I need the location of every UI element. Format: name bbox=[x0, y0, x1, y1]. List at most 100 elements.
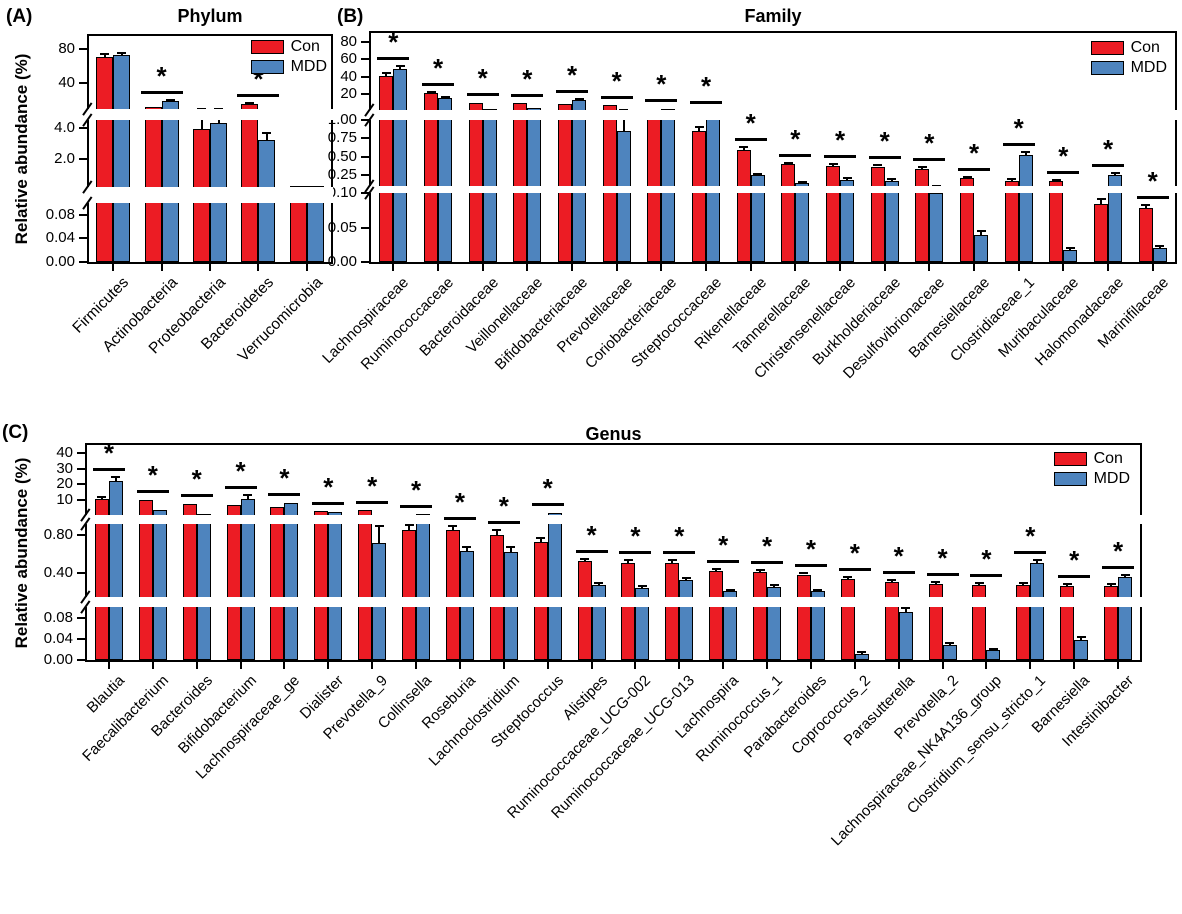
y-tick-label: 0.00 bbox=[43, 651, 73, 668]
significance-asterisk-Christensenellaceae: * bbox=[834, 124, 846, 155]
x-tick bbox=[1117, 662, 1120, 669]
significance-line-Ruminococcaceae bbox=[422, 82, 454, 86]
error-cap-mdd-Tannerellaceae bbox=[797, 181, 807, 184]
error-cap-con-Christensenellaceae bbox=[828, 162, 838, 165]
error-cap-mdd-Clostridium_sensu_stricto_1 bbox=[1032, 559, 1042, 562]
plot-border-top bbox=[87, 34, 333, 36]
error-bar-con-Marinifilaceae bbox=[1144, 204, 1147, 209]
significance-asterisk-Ruminococcaceae_UCG-013: * bbox=[674, 521, 685, 552]
bar-con-Tannerellaceae bbox=[781, 164, 796, 262]
error-cap-mdd-Roseburia bbox=[462, 546, 472, 549]
error-cap-con-Desulfovibrionaceae bbox=[917, 166, 927, 169]
axis-break-band bbox=[87, 187, 333, 203]
bar-mdd-Bacteroidaceae bbox=[482, 108, 497, 262]
bar-con-Collinsella bbox=[402, 529, 417, 660]
bar-mdd-Ruminococcaceae_UCG-013 bbox=[679, 580, 694, 660]
y-tick bbox=[79, 261, 87, 263]
error-cap-con-Intestinibacter bbox=[1106, 583, 1116, 586]
x-tick bbox=[107, 662, 110, 669]
y-tick bbox=[77, 499, 85, 502]
legend-swatch-mdd bbox=[1053, 472, 1087, 486]
significance-asterisk-Clostridiaceae_1: * bbox=[1013, 113, 1024, 144]
axis-break-band bbox=[85, 515, 1142, 524]
bar-mdd-Actinobacteria bbox=[161, 101, 179, 262]
significance-asterisk-Lachnospiraceae: * bbox=[388, 27, 399, 58]
y-tick-label: 40 bbox=[58, 74, 75, 92]
bar-mdd-Lachnospiraceae_NK4A136_group bbox=[986, 650, 1001, 660]
error-cap-con-Streptococcus bbox=[536, 536, 546, 539]
error-bar-con-Streptococcus bbox=[539, 537, 542, 542]
significance-line-Veillonellaceae bbox=[511, 93, 544, 97]
x-tick bbox=[809, 662, 812, 669]
x-tick bbox=[546, 662, 549, 669]
y-tick-label: 0.00 bbox=[327, 253, 357, 270]
bar-con-Bifidobacterium bbox=[226, 504, 241, 660]
significance-line-Tannerellaceae bbox=[779, 153, 812, 157]
x-tick bbox=[660, 264, 663, 271]
significance-asterisk-Streptococcaceae: * bbox=[700, 70, 712, 101]
error-cap-mdd-Prevotella_9 bbox=[374, 524, 384, 527]
y-tick bbox=[79, 237, 87, 240]
bar-mdd-Blautia bbox=[108, 481, 123, 660]
bar-con-Coprococcus_2 bbox=[840, 579, 855, 660]
bar-mdd-Prevotellaceae bbox=[616, 131, 631, 262]
error-cap-mdd-Coprococcus_2 bbox=[857, 651, 867, 654]
bar-con-Parabacteroides bbox=[796, 574, 811, 660]
significance-line-Rikenellaceae bbox=[734, 138, 767, 142]
bar-con-Christensenellaceae bbox=[826, 165, 840, 262]
x-tick bbox=[305, 264, 308, 271]
significance-asterisk-Bacteroidetes: * bbox=[253, 63, 264, 94]
legend-label-mdd: MDD bbox=[290, 58, 327, 75]
error-bar-con-Ruminococcaceae_UCG-013 bbox=[671, 560, 674, 564]
x-tick bbox=[415, 662, 418, 669]
significance-line-Desulfovibrionaceae bbox=[913, 158, 946, 162]
significance-line-Bifidobacteriaceae bbox=[556, 89, 588, 93]
plot-border-right bbox=[1175, 31, 1177, 264]
error-bar-con-Firmicutes bbox=[103, 54, 106, 57]
y-tick-label: 0.75 bbox=[327, 129, 357, 147]
bar-mdd-Muribaculaceae bbox=[1063, 249, 1078, 262]
panel-letter-A: (A) bbox=[6, 6, 33, 27]
bar-mdd-Bifidobacteriaceae bbox=[572, 100, 586, 262]
bar-mdd-Clostridium_sensu_stricto_1 bbox=[1030, 563, 1045, 660]
significance-line-Lachnospiraceae_NK4A136_group bbox=[970, 574, 1003, 578]
error-bar-con-Roseburia bbox=[451, 525, 454, 531]
error-cap-con-Burkholderiaceae bbox=[873, 164, 883, 167]
x-category-label-Muribaculaceae: Muribaculaceae bbox=[995, 274, 1083, 361]
bar-con-Alistipes bbox=[577, 561, 592, 660]
y-tick bbox=[361, 174, 369, 177]
x-tick bbox=[195, 662, 198, 669]
legend-item-con: Con bbox=[1090, 40, 1167, 56]
significance-line-Burkholderiaceae bbox=[868, 156, 901, 160]
error-bar-con-Lachnoclostridium bbox=[495, 529, 498, 536]
significance-asterisk-Ruminococcaceae_UCG-002: * bbox=[630, 521, 641, 552]
error-cap-con-Lachnospiraceae_NK4A136_group bbox=[974, 582, 984, 585]
significance-asterisk-Faecalibacterium: * bbox=[147, 460, 158, 491]
significance-asterisk-Muribaculaceae: * bbox=[1058, 141, 1069, 171]
error-cap-mdd-Barnesiella bbox=[1076, 636, 1086, 639]
error-cap-mdd-Lachnoclostridium bbox=[506, 546, 516, 549]
significance-asterisk-Barnesiella: * bbox=[1069, 545, 1080, 576]
bar-mdd-Marinifilaceae bbox=[1152, 248, 1167, 262]
axis-break-band bbox=[85, 597, 1142, 607]
bar-mdd-Firmicutes bbox=[113, 54, 131, 262]
error-bar-con-Collinsella bbox=[408, 524, 411, 530]
legend-B: Con MDD bbox=[1090, 40, 1167, 76]
significance-line-Dialister bbox=[312, 501, 345, 505]
y-tick bbox=[361, 226, 369, 229]
error-cap-con-Marinifilaceae bbox=[1141, 203, 1151, 206]
error-cap-mdd-Lachnospiraceae_NK4A136_group bbox=[988, 647, 998, 650]
x-tick bbox=[458, 662, 461, 669]
x-tick bbox=[112, 264, 115, 271]
significance-line-Clostridiaceae_1 bbox=[1002, 143, 1035, 147]
significance-line-Faecalibacterium bbox=[136, 490, 169, 494]
error-cap-mdd-Bacteroidetes bbox=[262, 131, 272, 134]
y-tick bbox=[361, 92, 369, 95]
bar-mdd-Burkholderiaceae bbox=[884, 180, 899, 262]
bar-con-Actinobacteria bbox=[144, 107, 162, 262]
error-cap-con-Blautia bbox=[97, 496, 107, 499]
y-tick-label: 0.04 bbox=[45, 229, 75, 247]
error-bar-mdd-Ruminococcaceae_UCG-013 bbox=[685, 577, 688, 581]
error-bar-mdd-Marinifilaceae bbox=[1158, 245, 1161, 249]
error-bar-mdd-Blautia bbox=[114, 476, 117, 482]
